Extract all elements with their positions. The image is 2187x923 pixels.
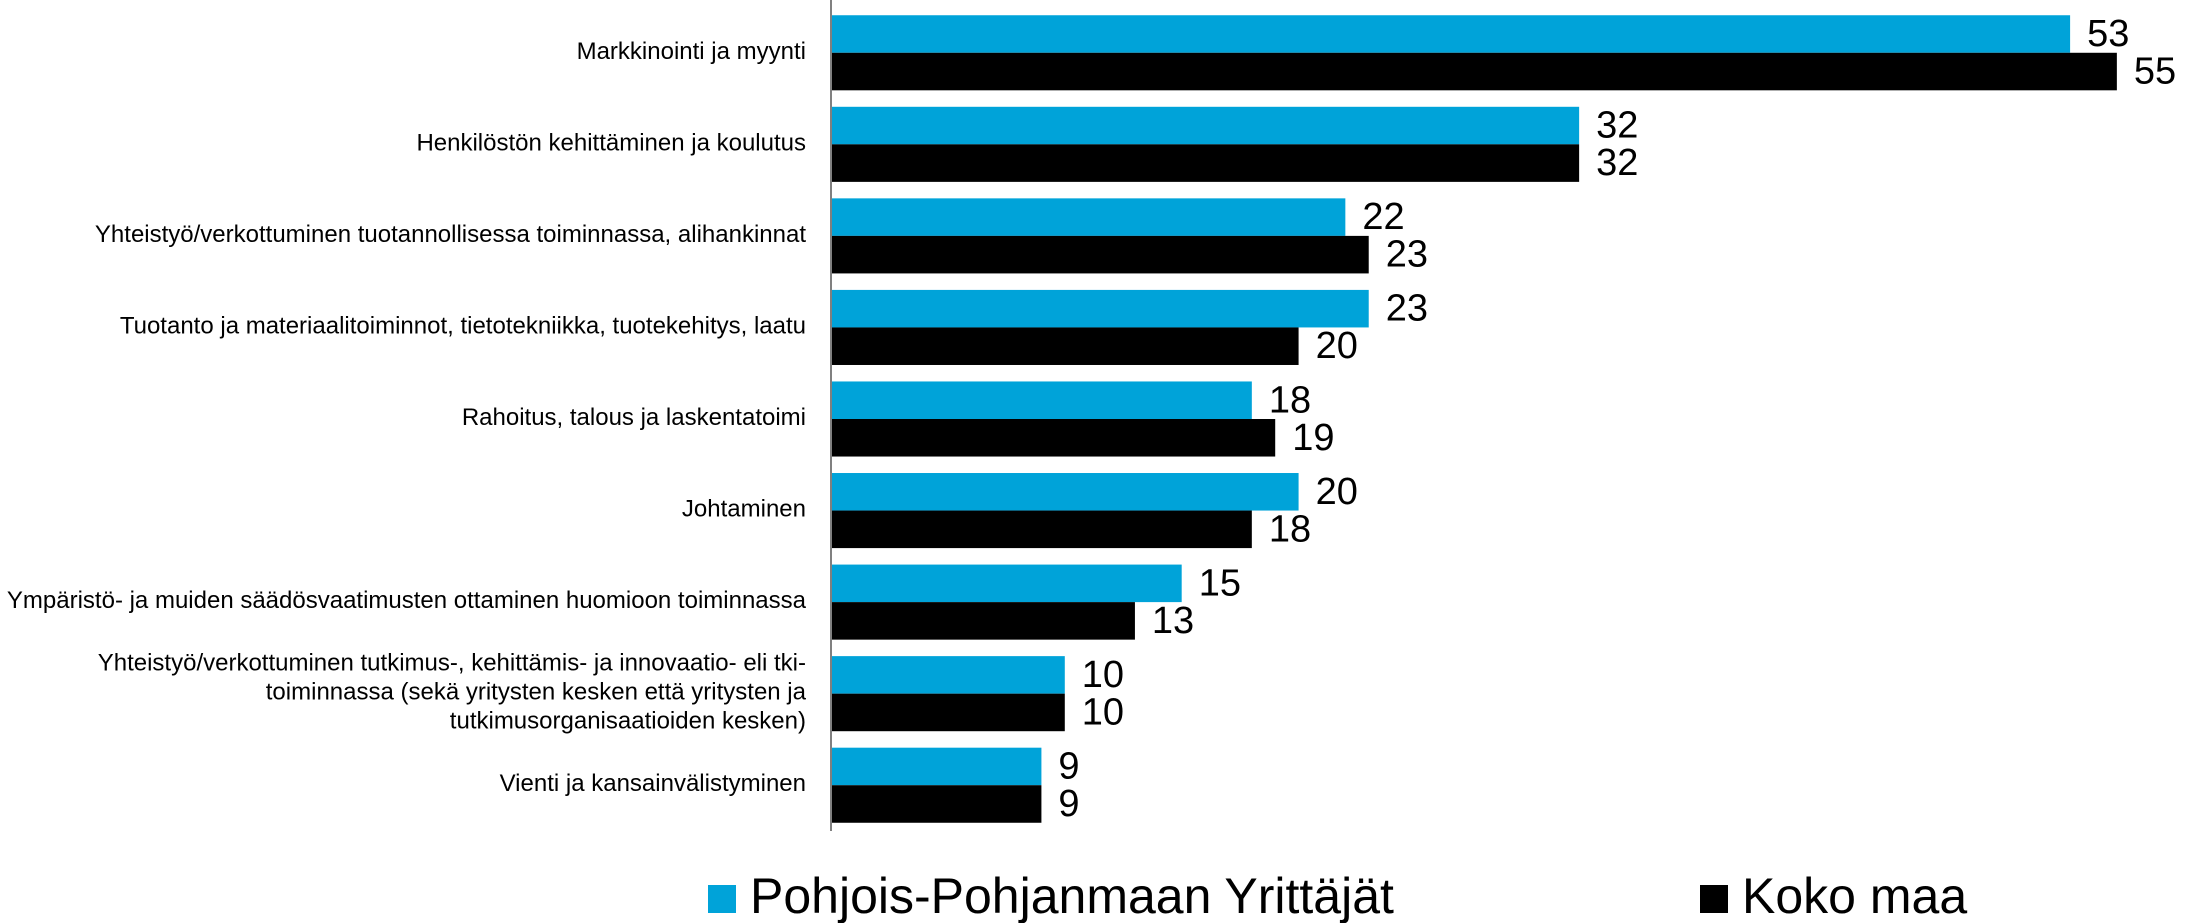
category-label: Ympäristö- ja muiden säädösvaatimusten o… <box>7 587 807 614</box>
bar <box>831 693 1065 732</box>
bar <box>831 381 1252 419</box>
value-label: 15 <box>1199 562 1241 604</box>
value-label: 19 <box>1292 417 1334 459</box>
value-label: 23 <box>1386 234 1428 276</box>
value-label: 13 <box>1152 600 1194 642</box>
value-label: 32 <box>1596 105 1638 147</box>
bar <box>831 602 1135 640</box>
bar <box>831 198 1346 236</box>
category-label: Yhteistyö/verkottuminen tuotannollisessa… <box>95 221 806 248</box>
category-label: Yhteistyö/verkottuminen tutkimus-, kehit… <box>98 650 807 735</box>
category-label: Tuotanto ja materiaalitoiminnot, tietote… <box>120 313 806 340</box>
value-label: 55 <box>2134 51 2176 93</box>
value-label: 20 <box>1316 325 1358 367</box>
value-label: 20 <box>1316 471 1358 513</box>
value-label: 18 <box>1269 379 1311 421</box>
bar <box>831 564 1182 603</box>
value-label: 9 <box>1058 783 1079 825</box>
bar <box>831 785 1042 823</box>
legend-swatch <box>1700 885 1728 913</box>
value-label: 10 <box>1082 691 1124 733</box>
bar <box>831 656 1065 694</box>
bar <box>831 747 1042 786</box>
value-label: 22 <box>1362 196 1404 238</box>
bar <box>831 52 2117 91</box>
category-label: Henkilöstön kehittäminen ja koulutus <box>416 130 806 157</box>
bar <box>831 106 1580 145</box>
value-label: 53 <box>2087 13 2129 55</box>
bar <box>831 419 1276 457</box>
bar <box>831 144 1580 182</box>
bar <box>831 510 1252 549</box>
bar <box>831 235 1369 274</box>
category-label: Markkinointi ja myynti <box>577 38 806 65</box>
legend-swatch <box>708 885 736 913</box>
category-label: Vienti ja kansainvälistyminen <box>500 771 806 798</box>
value-label: 32 <box>1596 142 1638 184</box>
value-label: 23 <box>1386 288 1428 330</box>
value-label: 18 <box>1269 508 1311 550</box>
value-label: 10 <box>1082 654 1124 696</box>
bar <box>831 289 1369 328</box>
category-label: Rahoitus, talous ja laskentatoimi <box>462 404 806 431</box>
category-label: Johtaminen <box>682 496 806 523</box>
legend-label: Koko maa <box>1742 868 1967 923</box>
bar <box>831 327 1299 365</box>
bar <box>831 473 1299 511</box>
bar <box>831 15 2071 53</box>
value-label: 9 <box>1058 745 1079 787</box>
legend-label: Pohjois-Pohjanmaan Yrittäjät <box>750 868 1394 923</box>
